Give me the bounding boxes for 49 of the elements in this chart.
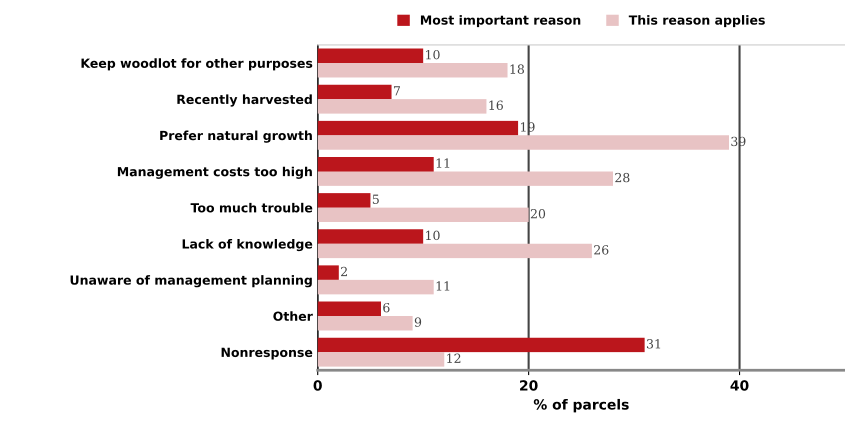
legend-label: Most important reason	[420, 15, 580, 28]
y-tick-label: Unaware of management planning	[70, 275, 312, 288]
bar	[318, 135, 729, 150]
y-tick-label: Keep woodlot for other purposes	[82, 58, 312, 70]
y-tick-label: Management costs too high	[118, 166, 312, 179]
data-label: 11	[436, 158, 450, 168]
data-label: 12	[447, 354, 460, 363]
data-label: 28	[615, 172, 630, 182]
data-label: 10	[426, 50, 440, 60]
data-label: 18	[510, 64, 524, 74]
data-label: 7	[394, 86, 400, 96]
bar	[318, 63, 508, 78]
bar	[318, 208, 529, 222]
bar	[318, 193, 370, 208]
legend-label: This reason applies	[628, 15, 765, 28]
x-axis-title: % of parcels	[534, 398, 629, 412]
data-label: 5	[372, 194, 379, 204]
bar	[318, 229, 424, 244]
bar	[318, 280, 434, 294]
data-label: 2	[341, 266, 347, 276]
data-label: 6	[383, 302, 390, 312]
bar	[318, 338, 645, 352]
data-label: 9	[414, 317, 422, 327]
data-label: 20	[530, 208, 546, 218]
bar	[318, 48, 424, 64]
bar	[318, 99, 486, 114]
y-tick-label: Other	[273, 311, 313, 321]
bar	[318, 120, 518, 136]
x-tick-label: 0	[314, 380, 322, 391]
y-tick-label: Too much trouble	[190, 202, 312, 213]
y-tick-label: Recently harvested	[177, 94, 312, 107]
bar	[318, 265, 339, 280]
x-tick-label: 40	[730, 380, 749, 391]
bar	[318, 171, 613, 186]
bar	[318, 156, 434, 172]
data-label: 11	[436, 281, 450, 291]
bar	[318, 316, 413, 330]
bar	[318, 352, 444, 367]
data-label: 26	[594, 245, 608, 255]
bar	[318, 302, 381, 316]
bar	[318, 244, 592, 258]
x-tick-label: 20	[520, 380, 538, 391]
y-tick-label: Lack of knowledge	[182, 238, 312, 252]
data-label: 16	[489, 100, 503, 110]
bar	[318, 84, 392, 100]
data-label: 10	[426, 230, 440, 240]
y-tick-label: Prefer natural growth	[160, 130, 312, 143]
data-label: 31	[646, 339, 660, 349]
y-tick-label: Nonresponse	[222, 348, 312, 360]
